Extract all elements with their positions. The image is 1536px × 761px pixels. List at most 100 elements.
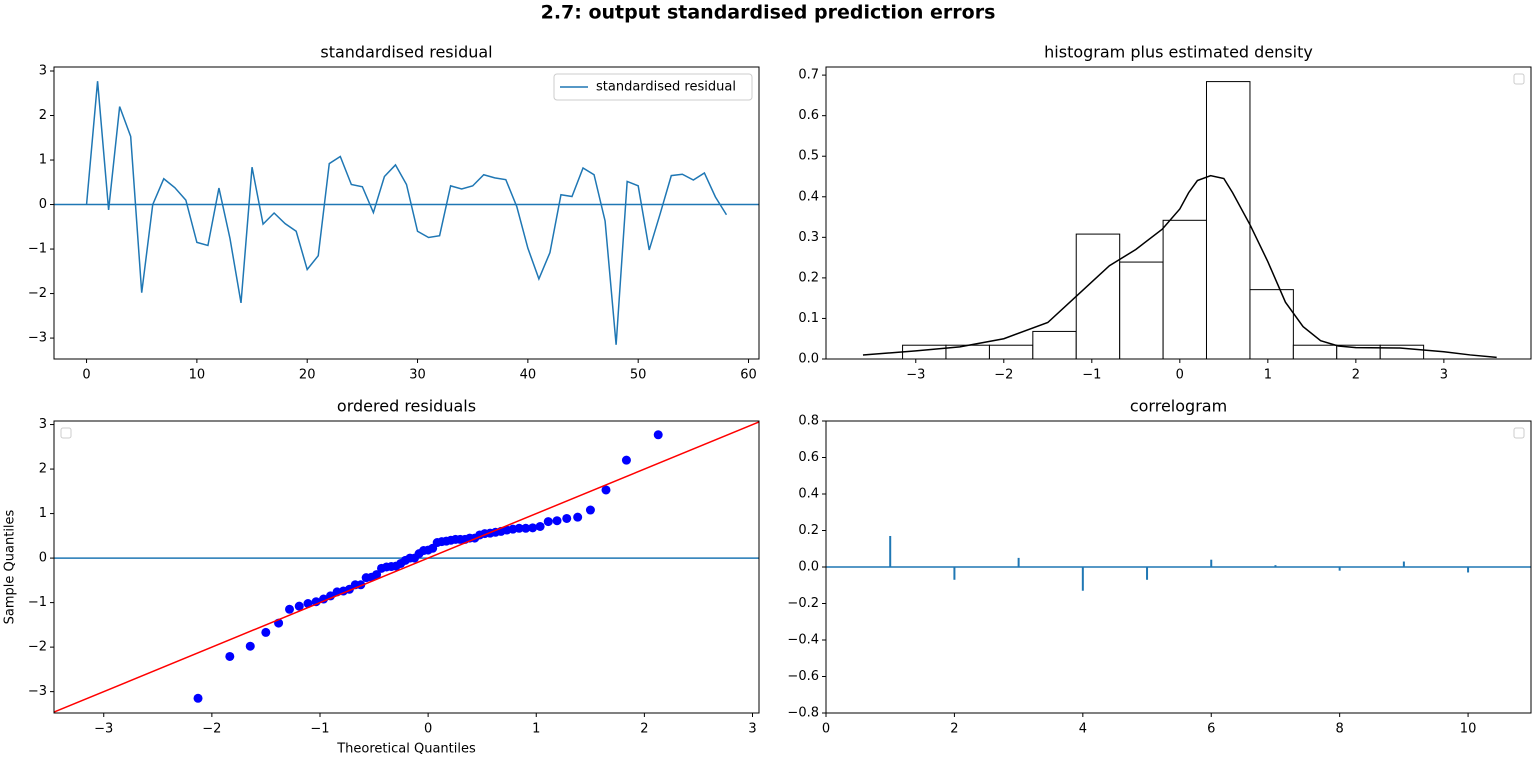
x-tick-label: 1 [532,722,540,737]
x-tick-label: 3 [748,722,756,737]
legend-box [60,427,72,439]
y-tick-label: −0.8 [787,706,819,721]
qq-point [528,523,538,533]
qq-point [601,485,611,495]
x-tick-label: 4 [1079,722,1087,737]
y-tick-label: −0.6 [787,669,819,684]
x-tick-label: 30 [409,368,426,383]
qq-point [285,604,295,614]
y-tick-label: 0.2 [798,270,819,285]
qq-point [535,521,545,531]
reference-line [53,421,760,713]
y-tick-label: 0.4 [798,487,819,502]
x-tick-label: 50 [630,368,647,383]
hist-bar [1292,344,1338,360]
x-tick-label: 20 [299,368,316,383]
axes-title: standardised residual [320,43,492,62]
hist-bar [1205,81,1251,360]
x-tick-label: 0 [82,368,90,383]
qq-point [585,505,595,515]
x-axis-label: Theoretical Quantiles [336,742,476,757]
legend-box [1513,73,1525,85]
x-tick-label: 2 [1352,368,1360,383]
y-tick-label: 0.8 [798,414,819,429]
x-tick-label: 1 [1264,368,1272,383]
hist-bar [1032,330,1077,360]
x-tick-label: 0 [1176,368,1184,383]
qq-point [621,455,631,465]
y-tick-label: 0.6 [798,450,819,465]
y-tick-label: 0.3 [798,230,819,245]
y-tick-label: 1 [39,153,47,168]
qq-point [261,627,271,637]
y-tick-label: 0.7 [798,68,819,83]
y-tick-label: 2 [39,108,47,123]
y-tick-label: −1 [28,242,47,257]
y-tick-label: 0.0 [798,352,819,367]
y-tick-label: 0.2 [798,523,819,538]
x-tick-label: 40 [520,368,537,383]
y-tick-label: 0 [39,197,47,212]
y-tick-label: 0.6 [798,108,819,123]
x-tick-label: 2 [640,722,648,737]
qq-point [543,517,553,527]
x-tick-label: 8 [1336,722,1344,737]
y-tick-label: −3 [28,684,47,699]
y-tick-label: 2 [39,462,47,477]
hist-bar [1249,289,1294,360]
axes-frame [53,420,760,714]
x-tick-label: 60 [740,368,757,383]
x-tick-label: −1 [1082,368,1101,383]
y-tick-label: 0.4 [798,189,819,204]
axes-frame [825,420,1532,714]
hist-bar [1119,261,1164,360]
residual-line [85,81,728,345]
x-tick-label: 10 [1460,722,1477,737]
axes-frame [825,66,1532,360]
hist-bar [1075,233,1121,360]
y-tick-label: 0.0 [798,560,819,575]
y-tick-label: 3 [39,64,47,79]
axes-title: histogram plus estimated density [1044,43,1313,62]
qq-point [552,516,562,526]
x-tick-label: −3 [94,722,113,737]
qq-point [573,512,583,522]
qq-point [372,570,382,580]
qq-point [521,523,531,533]
y-tick-label: 0 [39,551,47,566]
y-tick-label: −2 [28,286,47,301]
y-tick-label: −2 [28,640,47,655]
x-tick-label: 6 [1207,722,1215,737]
hist-bar [1162,219,1207,360]
density-line [862,174,1497,359]
x-tick-label: 0 [424,722,432,737]
legend-box [553,73,753,101]
axes-frame [53,66,760,360]
y-tick-label: 1 [39,506,47,521]
qq-point [562,513,572,523]
qq-point [245,641,255,651]
x-tick-label: −2 [202,722,221,737]
y-tick-label: −3 [28,331,47,346]
y-tick-label: −1 [28,595,47,610]
x-tick-label: 0 [822,722,830,737]
y-tick-label: −0.2 [787,596,819,611]
x-tick-label: 3 [1440,368,1448,383]
x-tick-label: −3 [906,368,925,383]
qq-point [303,599,313,608]
qq-point [325,591,335,601]
figure-title: 2.7: output standardised prediction erro… [541,2,996,24]
y-tick-label: 3 [39,417,47,432]
qq-point [653,430,663,440]
legend-label: standardised residual [596,80,736,95]
y-tick-label: 0.5 [798,149,819,164]
qq-point [225,651,235,661]
qq-point [514,523,524,533]
axes-title: ordered residuals [337,397,476,416]
y-tick-label: −0.4 [787,633,819,648]
hist-bar [988,344,1034,360]
y-tick-label: 0.1 [798,311,819,326]
y-axis-label: Sample Quantiles [3,509,18,624]
